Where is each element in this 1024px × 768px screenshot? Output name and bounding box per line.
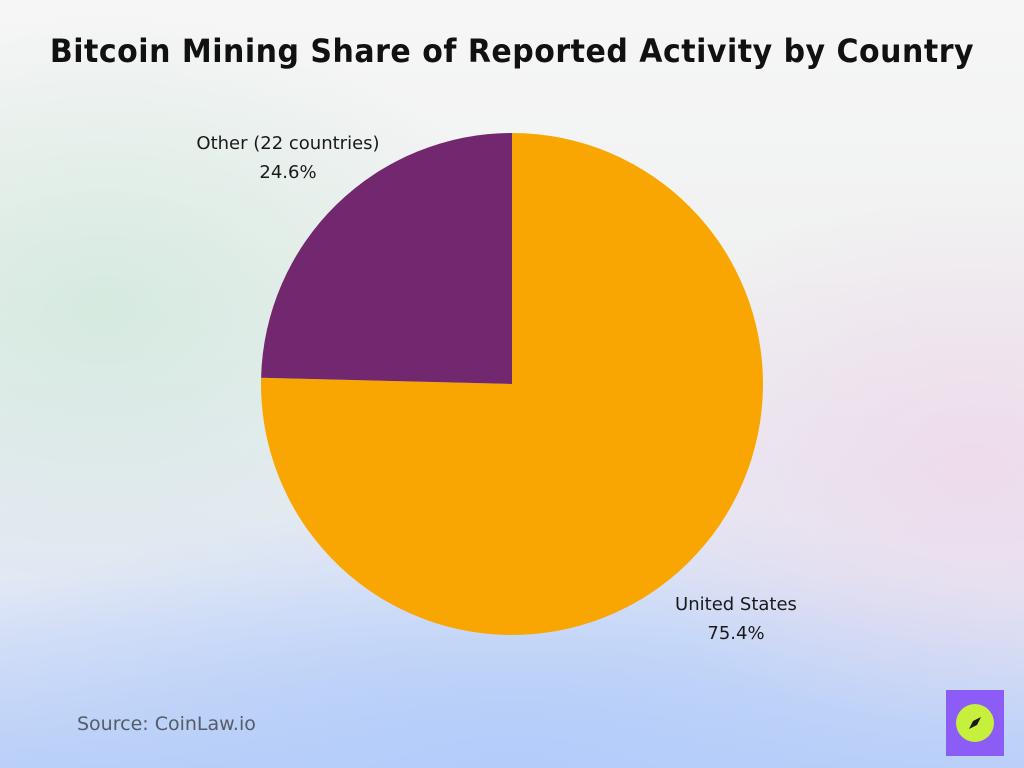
chart-title: Bitcoin Mining Share of Reported Activit…	[49, 32, 975, 71]
slice-label-us-value: 75.4%	[707, 623, 764, 644]
pie-slice-other	[261, 133, 512, 384]
brand-logo	[946, 690, 1004, 756]
source-note: Source: CoinLaw.io	[77, 713, 256, 735]
pie-slices	[260, 133, 764, 635]
slice-label-other-value: 24.6%	[259, 162, 316, 183]
slice-label-us-name: United States	[675, 594, 797, 615]
slice-label-other-name: Other (22 countries)	[196, 133, 379, 154]
compass-icon	[956, 704, 994, 742]
